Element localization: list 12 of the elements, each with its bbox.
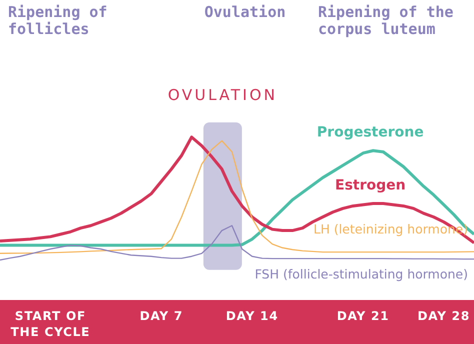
x-tick-label: DAY 14 — [226, 309, 278, 323]
text: OVULATION — [166, 86, 279, 104]
series-label: Estrogen — [335, 178, 406, 194]
text: Ripening of follicles — [8, 3, 108, 38]
x-tick-label: START OF THE CYCLE — [10, 309, 90, 339]
text: Ripening of the corpus luteum — [318, 3, 454, 38]
x-tick-label: DAY 21 — [336, 309, 390, 323]
x-tick-label: DAY 28 — [418, 309, 470, 323]
series-label: Progesterone — [316, 124, 424, 141]
text: Ovulation — [203, 3, 287, 21]
series-label: FSH (follicle-stimulating hormone) — [254, 266, 468, 282]
x-tick-label: DAY 7 — [140, 309, 184, 323]
